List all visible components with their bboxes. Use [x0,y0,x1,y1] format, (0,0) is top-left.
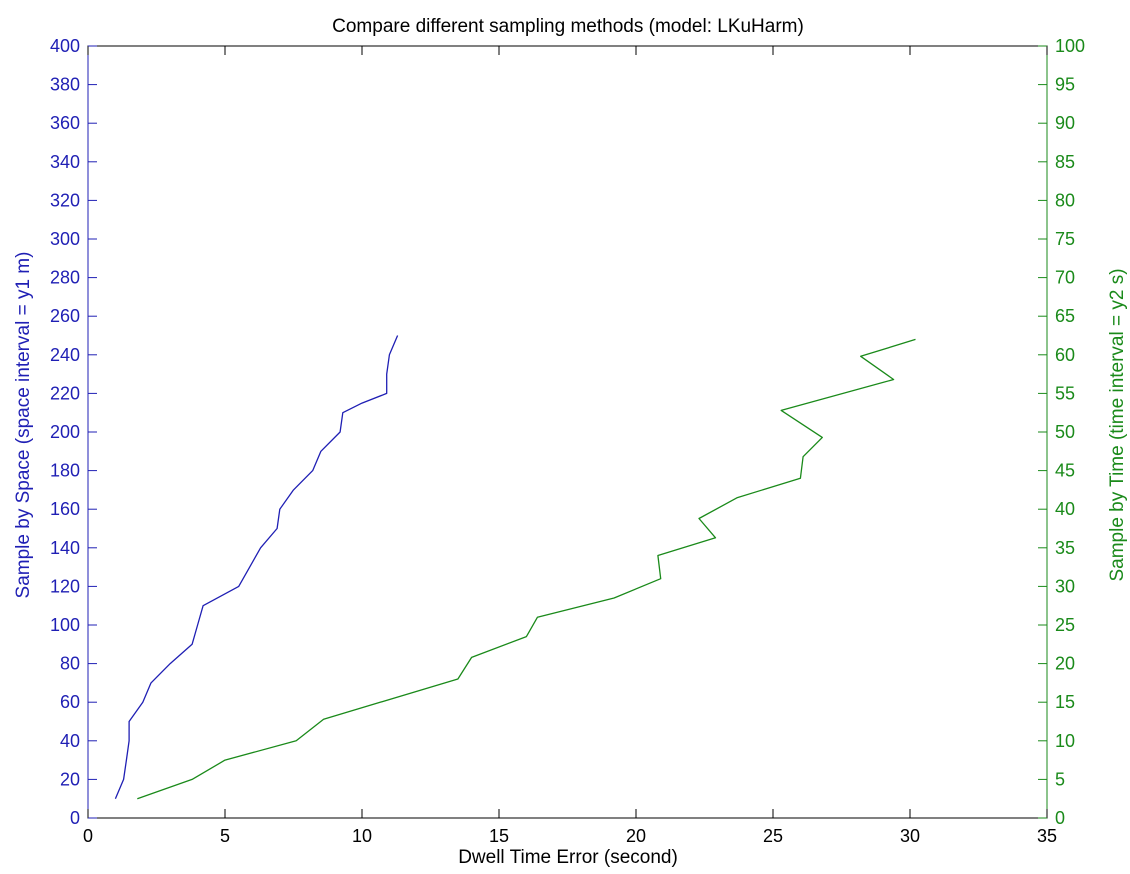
y-left-axis-label: Sample by Space (space interval = y1 m) [13,252,34,599]
plot-frame [87,45,1048,819]
x-tick-label: 0 [83,826,93,846]
y-left-tick-label: 60 [60,692,80,712]
y-left-tick-label: 40 [60,731,80,751]
x-tick-label: 25 [763,826,783,846]
y-right-axis-label: Sample by Time (time interval = y2 s) [1107,268,1128,581]
series-line-space [114,335,399,799]
x-tick-label: 35 [1037,826,1057,846]
y-right-tick-label: 40 [1055,499,1075,519]
y-left-tick-label: 280 [50,268,80,288]
y-left-tick-label: 160 [50,499,80,519]
y-right-tick-label: 80 [1055,190,1075,210]
x-tick-label: 20 [626,826,646,846]
y-left-tick-label: 320 [50,190,80,210]
chart-title: Compare different sampling methods (mode… [332,16,804,37]
y-right-tick-label: 75 [1055,229,1075,249]
x-axis-label: Dwell Time Error (second) [458,847,678,868]
plot-area: 0 5 10 15 20 25 30 3502040608010012014016018020… [50,36,1085,846]
y-left-tick-label: 400 [50,36,80,56]
y-right-tick-label: 0 [1055,808,1065,828]
y-right-tick-label: 95 [1055,75,1075,95]
y-right-tick-label: 55 [1055,383,1075,403]
y-right-tick-label: 25 [1055,615,1075,635]
y-right-tick-label: 60 [1055,345,1075,365]
y-right-tick-label: 50 [1055,422,1075,442]
y-right-tick-label: 15 [1055,692,1075,712]
y-right-tick-label: 30 [1055,576,1075,596]
y-left-tick-label: 20 [60,769,80,789]
y-left-tick-label: 260 [50,306,80,326]
y-left-tick-label: 100 [50,615,80,635]
y-left-tick-label: 220 [50,383,80,403]
y-left-tick-label: 0 [70,808,80,828]
y-left-tick-label: 200 [50,422,80,442]
y-left-tick-label: 240 [50,345,80,365]
y-right-tick-label: 90 [1055,113,1075,133]
y-right-tick-label: 35 [1055,538,1075,558]
y-left-tick-label: 380 [50,75,80,95]
x-tick-label: 5 [220,826,230,846]
y-right-tick-label: 20 [1055,654,1075,674]
y-right-tick-label: 45 [1055,461,1075,481]
y-right-tick-label: 100 [1055,36,1085,56]
y-left-tick-label: 300 [50,229,80,249]
y-left-tick-label: 180 [50,461,80,481]
y-left-tick-label: 140 [50,538,80,558]
y-left-tick-label: 80 [60,654,80,674]
y-right-tick-label: 10 [1055,731,1075,751]
y-right-tick-label: 85 [1055,152,1075,172]
x-tick-label: 30 [900,826,920,846]
y-left-tick-label: 360 [50,113,80,133]
x-tick-label: 10 [352,826,372,846]
y-left-tick-label: 340 [50,152,80,172]
y-right-tick-label: 5 [1055,769,1065,789]
x-tick-label: 15 [489,826,509,846]
y-right-tick-label: 65 [1055,306,1075,326]
y-left-tick-label: 120 [50,576,80,596]
series-line-time [137,338,916,800]
y-right-tick-label: 70 [1055,268,1075,288]
